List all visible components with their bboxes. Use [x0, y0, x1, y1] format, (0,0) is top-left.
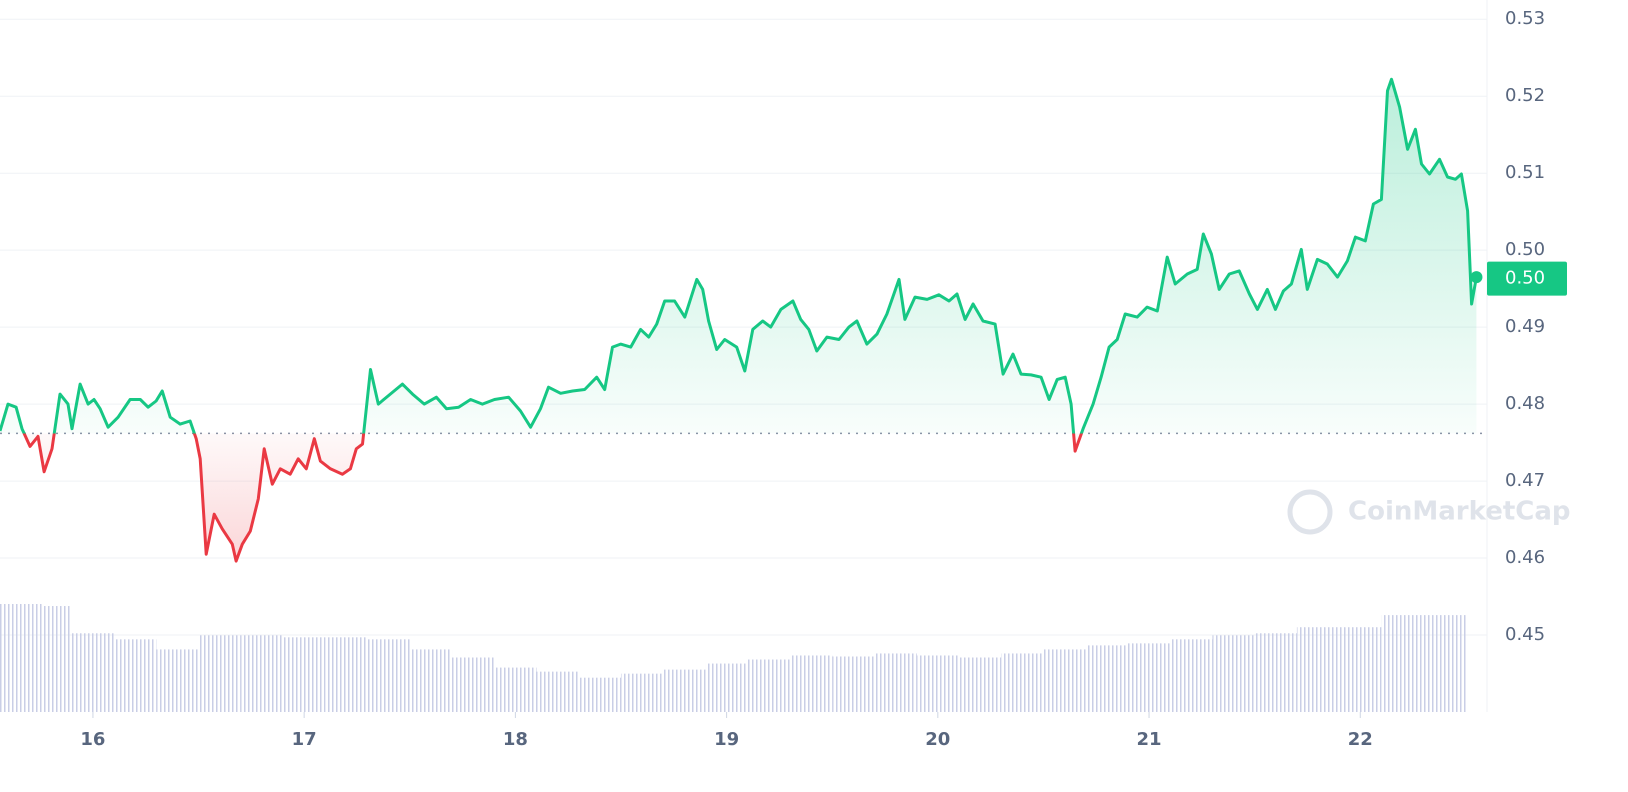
y-tick-label: 0.49 — [1505, 316, 1545, 337]
volume-bar — [156, 649, 199, 712]
volume-bar — [1381, 615, 1424, 712]
y-tick-label: 0.53 — [1505, 8, 1545, 29]
volume-bar — [1043, 649, 1086, 712]
volume-bar — [536, 671, 579, 712]
volume-bar — [198, 635, 241, 712]
volume-bar — [29, 606, 72, 712]
volume-bar — [832, 656, 875, 712]
y-tick-label: 0.45 — [1505, 624, 1545, 645]
volume-bar — [1212, 635, 1255, 712]
y-tick-label: 0.50 — [1505, 239, 1545, 260]
y-tick-label: 0.48 — [1505, 393, 1545, 414]
volume-bar — [789, 655, 833, 712]
volume-bar — [1339, 627, 1382, 712]
volume-bar — [1085, 645, 1128, 712]
volume-bar — [452, 657, 495, 712]
volume-bar — [1423, 615, 1466, 712]
volume-bar — [240, 635, 284, 712]
volume-bar — [71, 633, 115, 712]
volume-bar — [494, 667, 537, 712]
price-line — [0, 77, 1478, 563]
x-tick-label: 16 — [80, 729, 105, 750]
volume-bar — [747, 659, 790, 712]
volume-bar — [325, 637, 368, 712]
volume-bar — [663, 669, 706, 712]
volume-bar — [916, 655, 959, 712]
volume-bar — [114, 639, 157, 712]
volume-bar — [874, 653, 917, 712]
y-tick-label: 0.46 — [1505, 547, 1545, 568]
last-point — [1470, 271, 1483, 284]
price-tag-label: 0.50 — [1505, 268, 1545, 289]
volume-bar — [578, 677, 621, 712]
volume-bar — [283, 637, 326, 712]
volume-bar — [958, 657, 1002, 712]
volume-bar — [620, 673, 664, 712]
x-tick-label: 20 — [925, 729, 950, 750]
watermark-logo — [1287, 489, 1333, 535]
volume-bar — [705, 663, 748, 712]
volume-bar — [367, 639, 410, 712]
x-tick-label: 19 — [714, 729, 739, 750]
watermark: CoinMarketCap — [1348, 497, 1571, 527]
price-tag — [1487, 261, 1567, 296]
volume-bar — [1296, 627, 1340, 712]
volume-bar — [1001, 653, 1044, 712]
x-tick-label: 21 — [1137, 729, 1162, 750]
x-tick-label: 18 — [503, 729, 528, 750]
y-tick-label: 0.47 — [1505, 470, 1545, 491]
price-area — [0, 79, 1477, 562]
volume-bar — [1254, 633, 1297, 712]
volume-bar — [1127, 643, 1171, 712]
volume-bar — [1170, 639, 1213, 712]
x-tick-label: 17 — [292, 729, 317, 750]
volume-bar — [409, 649, 453, 712]
x-tick-label: 22 — [1348, 729, 1373, 750]
y-tick-label: 0.51 — [1505, 162, 1545, 183]
y-tick-label: 0.52 — [1505, 85, 1545, 106]
